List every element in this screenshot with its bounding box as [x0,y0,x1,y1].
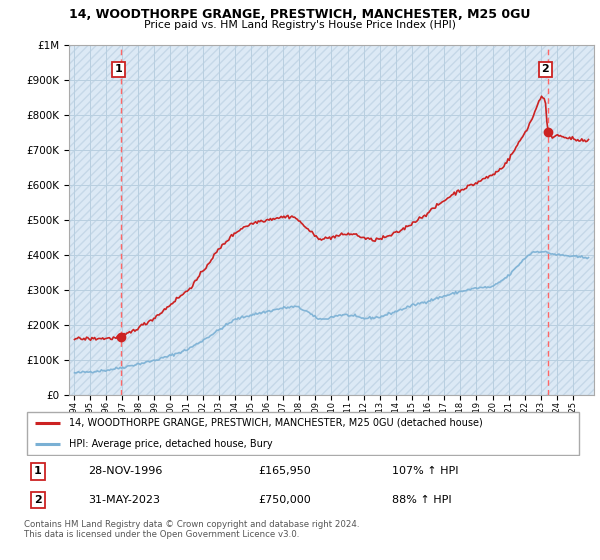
Text: HPI: Average price, detached house, Bury: HPI: Average price, detached house, Bury [68,438,272,449]
Text: 14, WOODTHORPE GRANGE, PRESTWICH, MANCHESTER, M25 0GU: 14, WOODTHORPE GRANGE, PRESTWICH, MANCHE… [70,8,530,21]
Text: 28-NOV-1996: 28-NOV-1996 [88,466,163,477]
Text: 1: 1 [34,466,42,477]
FancyBboxPatch shape [27,412,579,455]
Text: 2: 2 [541,64,549,74]
Text: 107% ↑ HPI: 107% ↑ HPI [392,466,459,477]
Text: 1: 1 [115,64,122,74]
Text: 2: 2 [34,495,42,505]
Text: 88% ↑ HPI: 88% ↑ HPI [392,495,452,505]
Text: 14, WOODTHORPE GRANGE, PRESTWICH, MANCHESTER, M25 0GU (detached house): 14, WOODTHORPE GRANGE, PRESTWICH, MANCHE… [68,418,482,428]
Text: Price paid vs. HM Land Registry's House Price Index (HPI): Price paid vs. HM Land Registry's House … [144,20,456,30]
Text: £165,950: £165,950 [259,466,311,477]
Text: 31-MAY-2023: 31-MAY-2023 [88,495,160,505]
Text: Contains HM Land Registry data © Crown copyright and database right 2024.
This d: Contains HM Land Registry data © Crown c… [24,520,359,539]
Text: £750,000: £750,000 [259,495,311,505]
